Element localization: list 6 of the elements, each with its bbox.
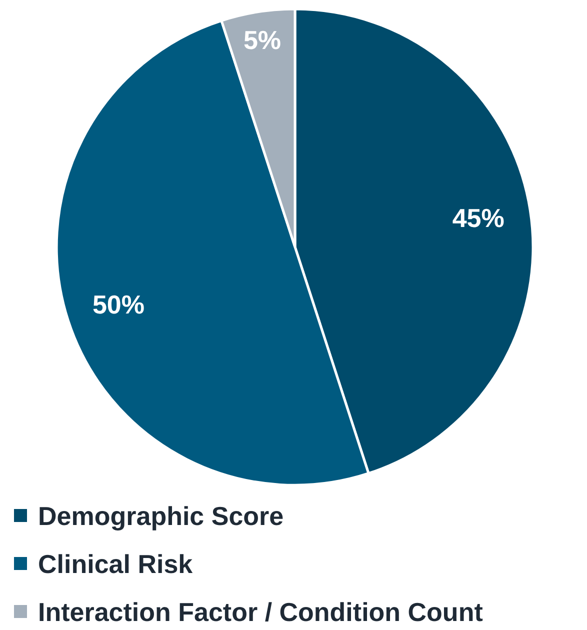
data-label: 45%: [452, 202, 504, 233]
legend-label: Demographic Score: [38, 501, 284, 531]
data-label: 50%: [92, 289, 144, 320]
legend-label: Interaction Factor / Condition Count: [38, 597, 484, 627]
legend-label: Clinical Risk: [38, 549, 194, 579]
data-label: 5%: [243, 25, 282, 56]
